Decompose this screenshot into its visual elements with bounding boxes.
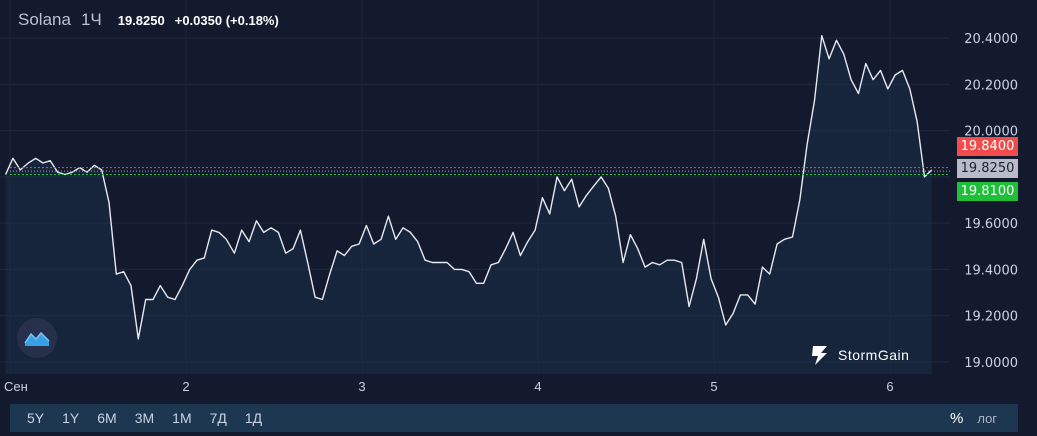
x-tick-label: 6 (886, 379, 893, 394)
symbol-name: Solana (18, 10, 71, 29)
range-button-1y[interactable]: 1Y (62, 410, 80, 426)
range-panel (10, 404, 1018, 432)
reference-lines (10, 167, 950, 176)
x-tick-label: 2 (182, 379, 189, 394)
y-axis-labels: 20.4000 20.2000 20.0000 19.6000 19.4000 19.20… (964, 32, 1018, 371)
x-tick-label: Сен (4, 379, 28, 394)
percent-scale-toggle[interactable]: % (950, 409, 964, 427)
price-change: +0.0350 (+0.18%) (174, 13, 279, 28)
range-button-6m[interactable]: 6M (97, 410, 117, 426)
high-price-tag: 19.8400 (957, 137, 1018, 156)
y-tick-label: 19.2000 (964, 310, 1018, 325)
price-area-fill (5, 35, 932, 374)
price-line (4, 35, 933, 340)
chart-type-button[interactable] (17, 318, 57, 358)
range-button-1m[interactable]: 1M (172, 410, 192, 426)
range-button-7д[interactable]: 7Д (209, 410, 227, 426)
brand-name: StormGain (838, 347, 910, 363)
y-tick-label: 20.2000 (964, 78, 1018, 93)
last-price: 19.8250 (117, 13, 165, 28)
y-tick-label: 20.0000 (964, 125, 1018, 140)
y-tick-label: 19.0000 (964, 356, 1018, 371)
scale-options: % лог (950, 404, 997, 432)
stormgain-bolt-icon (812, 346, 827, 365)
x-tick-label: 3 (358, 379, 365, 394)
brand-logo: StormGain (809, 344, 909, 366)
x-tick-label: 4 (534, 379, 541, 394)
timeframe-label[interactable]: 1Ч (80, 10, 102, 29)
range-selector: 5Y 1Y 6M 3M 1M 7Д 1Д (18, 404, 271, 432)
range-button-3m[interactable]: 3M (134, 410, 155, 426)
current-price-tag: 19.8250 (957, 159, 1018, 178)
y-tick-label: 19.4000 (964, 263, 1018, 278)
low-price-tag: 19.8100 (957, 182, 1018, 201)
range-button-1д[interactable]: 1Д (244, 410, 263, 426)
area-chart-icon (24, 331, 50, 346)
x-tick-label: 5 (710, 379, 717, 394)
y-tick-label: 20.4000 (964, 32, 1018, 47)
y-tick-label: 19.6000 (964, 217, 1018, 232)
range-button-5y[interactable]: 5Y (27, 410, 45, 426)
x-axis-labels: Сен 2 3 4 5 6 (4, 379, 894, 394)
chart-legend: Solana 1Ч 19.8250 +0.0350 (+0.18%) (18, 10, 279, 30)
log-scale-toggle[interactable]: лог (977, 410, 998, 426)
